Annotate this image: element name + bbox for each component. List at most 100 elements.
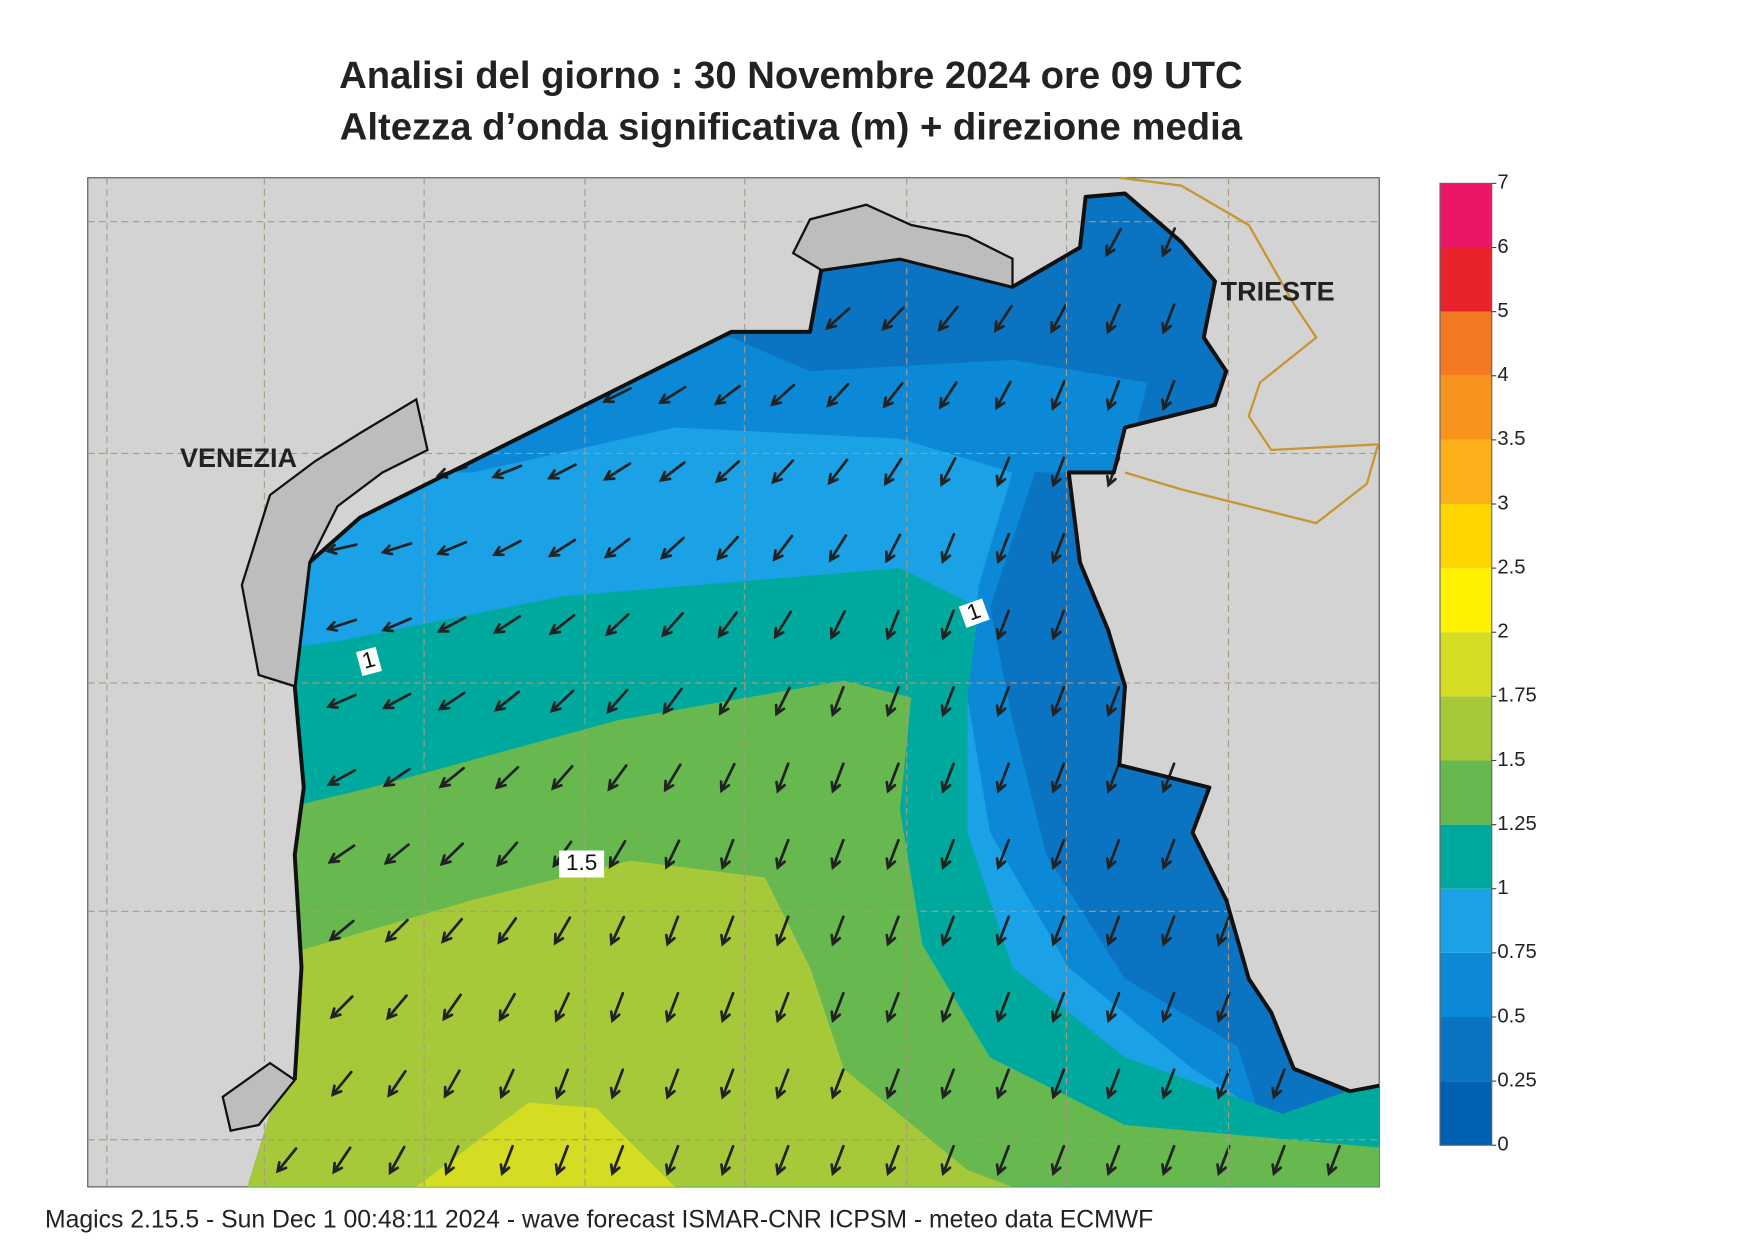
arrow bbox=[604, 613, 630, 637]
arrow bbox=[940, 1144, 955, 1177]
place-label: TRIESTE bbox=[1221, 276, 1335, 306]
colorbar-label: 6 bbox=[1497, 236, 1508, 258]
arrow bbox=[827, 458, 849, 486]
place-label: VENEZIA bbox=[180, 443, 297, 473]
arrow bbox=[327, 844, 356, 864]
arrow bbox=[995, 456, 1011, 488]
arrow bbox=[940, 838, 955, 871]
colorbar-label: 5 bbox=[1497, 300, 1508, 322]
arrow bbox=[328, 919, 355, 942]
arrow bbox=[380, 542, 413, 556]
colorbar-label: 2.5 bbox=[1497, 556, 1525, 578]
arrow bbox=[381, 692, 412, 710]
arrow bbox=[1105, 1144, 1121, 1177]
arrow bbox=[609, 915, 626, 947]
arrow bbox=[326, 768, 357, 786]
arrow bbox=[775, 838, 790, 871]
label-box bbox=[356, 646, 382, 677]
arrow bbox=[940, 532, 956, 565]
arrow bbox=[885, 991, 900, 1024]
arrow bbox=[940, 762, 955, 794]
arrow bbox=[1050, 532, 1066, 565]
arrow bbox=[995, 1144, 1011, 1177]
contour-text: 1 bbox=[359, 646, 378, 673]
arrow bbox=[713, 384, 741, 406]
arrow bbox=[1050, 762, 1066, 794]
arrow bbox=[938, 381, 958, 410]
arrow bbox=[332, 1146, 352, 1175]
arrow bbox=[494, 765, 520, 790]
arrow bbox=[830, 915, 845, 947]
arrow bbox=[606, 688, 629, 714]
arrow bbox=[995, 838, 1011, 871]
arrow bbox=[774, 686, 791, 717]
arrow bbox=[1105, 838, 1121, 871]
arrow bbox=[771, 459, 795, 485]
arrow bbox=[325, 693, 357, 709]
arrow bbox=[664, 839, 681, 870]
arrow bbox=[1216, 1068, 1231, 1100]
arrow bbox=[444, 1145, 460, 1176]
arrow bbox=[995, 1068, 1011, 1100]
arrow bbox=[329, 995, 354, 1020]
arrow bbox=[384, 918, 409, 943]
arrow bbox=[1216, 1144, 1231, 1177]
colorbar-swatch bbox=[1440, 247, 1492, 312]
arrow bbox=[718, 687, 737, 716]
arrow bbox=[775, 762, 790, 794]
arrow bbox=[885, 685, 900, 718]
arrow bbox=[720, 991, 735, 1024]
arrow bbox=[1105, 685, 1121, 718]
arrow bbox=[1050, 915, 1066, 947]
arrow bbox=[775, 915, 790, 947]
arrow bbox=[1105, 379, 1121, 412]
arrow bbox=[773, 610, 793, 640]
arrow bbox=[492, 615, 521, 634]
grid-lines bbox=[87, 177, 1380, 1187]
arrow bbox=[383, 843, 410, 865]
arrow bbox=[1161, 379, 1176, 412]
colorbar-swatch bbox=[1440, 311, 1492, 376]
arrow bbox=[885, 762, 900, 794]
colorbar-label: 1.5 bbox=[1497, 749, 1525, 771]
colorbar-label: 1.75 bbox=[1497, 685, 1536, 707]
arrow bbox=[1161, 1144, 1176, 1177]
arrow bbox=[940, 457, 957, 487]
arrow bbox=[442, 993, 462, 1022]
colorbar-label: 1.25 bbox=[1497, 813, 1536, 835]
arrow bbox=[608, 839, 627, 869]
arrow bbox=[1271, 1068, 1286, 1100]
arrow bbox=[491, 539, 522, 557]
colorbar-label: 4 bbox=[1497, 364, 1508, 386]
arrow bbox=[884, 533, 902, 564]
footer: Magics 2.15.5 - Sun Dec 1 00:48:11 2024 … bbox=[45, 1206, 1153, 1233]
arrow bbox=[602, 462, 632, 481]
contour-label: 1 bbox=[958, 598, 990, 628]
colorbar-swatch bbox=[1440, 888, 1492, 953]
arrow bbox=[940, 609, 955, 641]
arrow bbox=[830, 991, 845, 1024]
arrow bbox=[664, 1068, 680, 1100]
arrow bbox=[1161, 1068, 1176, 1100]
colorbar-swatch bbox=[1440, 568, 1492, 633]
arrow bbox=[499, 1068, 515, 1100]
arrow bbox=[1161, 838, 1176, 871]
arrow bbox=[609, 991, 625, 1024]
arrow bbox=[940, 685, 955, 718]
arrow bbox=[437, 691, 466, 711]
colorbar-label: 0.5 bbox=[1497, 1005, 1525, 1027]
lagoon bbox=[221, 203, 1014, 1132]
arrow bbox=[885, 915, 900, 947]
arrow bbox=[609, 1144, 625, 1177]
arrow bbox=[547, 538, 577, 558]
contour-text: 1.5 bbox=[566, 850, 597, 875]
arrow bbox=[940, 1068, 955, 1100]
arrow bbox=[325, 618, 358, 632]
colorbar-label: 0 bbox=[1497, 1134, 1508, 1156]
arrow bbox=[663, 763, 682, 793]
colorbar-swatch bbox=[1440, 1017, 1492, 1082]
arrow bbox=[1050, 609, 1066, 641]
arrow bbox=[1161, 303, 1176, 335]
